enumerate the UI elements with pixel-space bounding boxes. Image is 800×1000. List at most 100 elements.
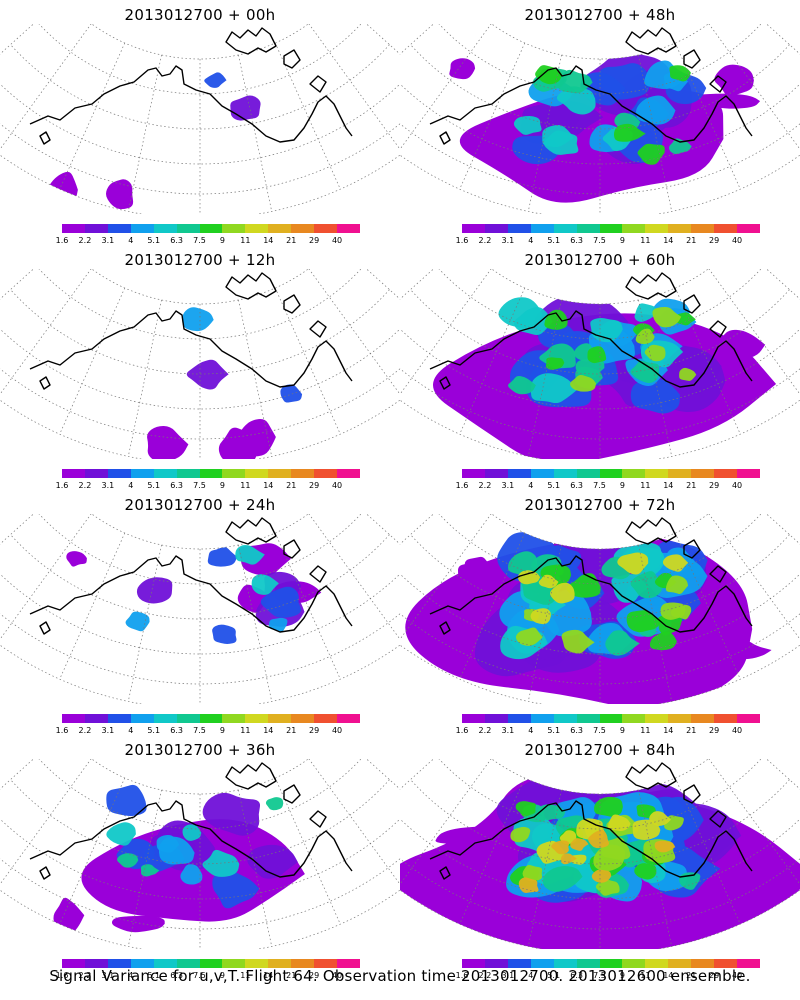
variance-field bbox=[400, 768, 800, 949]
colorbar-tick-label: 2.2 bbox=[478, 726, 492, 735]
colorbar-tick-label: 9 bbox=[219, 236, 225, 245]
colorbar-tick-label: 4 bbox=[128, 971, 134, 980]
colorbar-tick-label: 9 bbox=[619, 481, 625, 490]
colorbar-tick-label: 7.5 bbox=[593, 726, 606, 735]
colorbar-segment bbox=[691, 959, 715, 968]
colorbar-segment bbox=[245, 224, 269, 233]
colorbar-segment bbox=[645, 224, 669, 233]
colorbar-tick-label: 6.3 bbox=[170, 236, 183, 245]
colorbar-segment bbox=[268, 714, 292, 723]
colorbar-tick-label: 14 bbox=[263, 481, 274, 490]
colorbar-tick-label: 7.5 bbox=[193, 971, 206, 980]
colorbar-segment bbox=[153, 469, 177, 478]
colorbar-segment bbox=[245, 714, 269, 723]
colorbar bbox=[62, 959, 360, 968]
colorbar-tick-label: 1.6 bbox=[55, 481, 69, 490]
colorbar-segment bbox=[153, 959, 177, 968]
colorbar-tick-label: 40 bbox=[331, 236, 343, 245]
colorbar-tick-label: 5.1 bbox=[147, 236, 161, 245]
colorbar-segment bbox=[176, 469, 200, 478]
colorbar-tick-label: 40 bbox=[331, 481, 343, 490]
colorbar-segment bbox=[714, 224, 738, 233]
coastline bbox=[429, 27, 753, 145]
colorbar-segment bbox=[484, 714, 508, 723]
colorbar-tick-label: 9 bbox=[219, 726, 225, 735]
colorbar-tick-label: 3.1 bbox=[101, 971, 115, 980]
colorbar-tick-label: 40 bbox=[331, 726, 343, 735]
colorbar-segment bbox=[645, 469, 669, 478]
colorbar-tick-label: 14 bbox=[263, 236, 274, 245]
colorbar-tick-label: 7.5 bbox=[593, 481, 606, 490]
colorbar-tick-label: 4 bbox=[128, 481, 134, 490]
colorbar-segment bbox=[668, 959, 692, 968]
colorbar-tick-label: 14 bbox=[663, 236, 674, 245]
colorbar-tick-label: 4 bbox=[528, 726, 534, 735]
colorbar-segment bbox=[222, 959, 246, 968]
colorbar-tick-label: 29 bbox=[309, 236, 320, 245]
colorbar bbox=[462, 224, 760, 233]
colorbar-segment bbox=[84, 224, 108, 233]
colorbar-labels: 1.6 2.2 3.1 4 5.1 6.3 7.5 9 11 14 21 29 40 bbox=[56, 726, 360, 736]
colorbar-tick-label: 7.5 bbox=[193, 481, 206, 490]
colorbar-segment bbox=[576, 959, 600, 968]
panel-title: 2013012700 + 36h bbox=[124, 741, 276, 759]
colorbar-tick-label: 11 bbox=[240, 971, 251, 980]
colorbar-segment bbox=[530, 714, 554, 723]
colorbar-segment bbox=[130, 224, 154, 233]
colorbar-tick-label: 6.3 bbox=[170, 481, 183, 490]
variance-field bbox=[66, 543, 322, 645]
coastline bbox=[29, 762, 353, 880]
colorbar-labels: 1.6 2.2 3.1 4 5.1 6.3 7.5 9 11 14 21 29 40 bbox=[56, 236, 360, 246]
variance-field bbox=[53, 784, 305, 933]
colorbar-tick-label: 11 bbox=[640, 726, 651, 735]
colorbar-segment bbox=[599, 224, 623, 233]
colorbar-tick-label: 4 bbox=[128, 726, 134, 735]
colorbar-tick-label: 29 bbox=[709, 971, 720, 980]
colorbar-tick-label: 3.1 bbox=[101, 236, 115, 245]
colorbar-segment bbox=[291, 224, 315, 233]
colorbar-segment bbox=[176, 959, 200, 968]
colorbar-tick-label: 3.1 bbox=[101, 481, 115, 490]
colorbar-segment bbox=[314, 959, 338, 968]
colorbar-tick-label: 21 bbox=[286, 481, 297, 490]
colorbar bbox=[462, 714, 760, 723]
map-panel: 2013012700 + 48h 1.6 2.2 3.1 4 5.1 6.3 7.5 9 11 14… bbox=[400, 0, 800, 245]
colorbar-segment bbox=[222, 714, 246, 723]
colorbar-segment bbox=[314, 469, 338, 478]
map-panel: 2013012700 + 36h 1.6 2.2 3.1 4 5.1 6.3 7.5 9 11 14… bbox=[0, 735, 400, 980]
colorbar-tick-label: 5.1 bbox=[147, 971, 161, 980]
colorbar-segment bbox=[199, 714, 223, 723]
colorbar-tick-label: 6.3 bbox=[570, 971, 583, 980]
colorbar-tick-label: 6.3 bbox=[170, 726, 183, 735]
colorbar-tick-label: 2.2 bbox=[78, 971, 92, 980]
colorbar-segment bbox=[291, 469, 315, 478]
colorbar-tick-label: 1.6 bbox=[455, 481, 469, 490]
variance-field bbox=[147, 307, 303, 459]
colorbar-tick-label: 7.5 bbox=[193, 726, 206, 735]
colorbar-tick-label: 3.1 bbox=[501, 481, 515, 490]
colorbar-segment bbox=[599, 714, 623, 723]
colorbar-segment bbox=[84, 959, 108, 968]
colorbar-segment bbox=[130, 469, 154, 478]
colorbar-tick-label: 4 bbox=[528, 481, 534, 490]
colorbar-tick-label: 7.5 bbox=[193, 236, 206, 245]
map-panel: 2013012700 + 84h 1.6 2.2 3.1 4 5.1 6.3 7.5 9 11 14… bbox=[400, 735, 800, 980]
colorbar-segment bbox=[484, 469, 508, 478]
colorbar-tick-label: 40 bbox=[731, 726, 743, 735]
colorbar-segment bbox=[176, 224, 200, 233]
colorbar-tick-label: 21 bbox=[286, 971, 297, 980]
colorbar-segment bbox=[645, 959, 669, 968]
colorbar-segment bbox=[622, 714, 646, 723]
colorbar-tick-label: 1.6 bbox=[455, 236, 469, 245]
map-panel: 2013012700 + 72h 1.6 2.2 3.1 4 5.1 6.3 7.5 9 11 14… bbox=[400, 490, 800, 735]
colorbar-segment bbox=[337, 469, 360, 478]
variance-map bbox=[0, 514, 400, 704]
colorbar-tick-label: 6.3 bbox=[570, 481, 583, 490]
colorbar-segment bbox=[153, 714, 177, 723]
colorbar-segment bbox=[107, 714, 131, 723]
colorbar-tick-label: 7.5 bbox=[593, 236, 606, 245]
variance-field bbox=[47, 72, 261, 210]
colorbar-tick-label: 9 bbox=[619, 971, 625, 980]
colorbar-segment bbox=[268, 469, 292, 478]
colorbar-segment bbox=[484, 224, 508, 233]
